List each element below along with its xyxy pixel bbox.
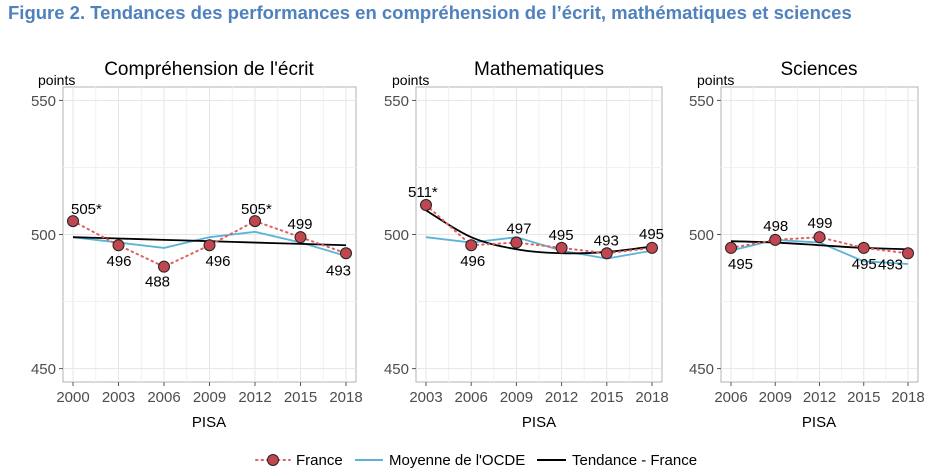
figure-title: Figure 2. Tendances des performances en … (8, 2, 852, 23)
legend: France Moyenne de l'OCDE Tendance - Fran… (255, 452, 697, 469)
x-tick-label: 2003 (409, 389, 442, 406)
x-tick-label: 2012 (238, 389, 271, 406)
x-axis-label: PISA (192, 414, 226, 431)
series-france-line (425, 204, 653, 255)
x-tick-label: 2009 (193, 389, 226, 406)
y-tick-label: 450 (689, 361, 714, 378)
x-tick-label: 2006 (147, 389, 180, 406)
y-tick-label: 550 (31, 93, 56, 110)
legend-item-trend: Tendance - France (537, 452, 697, 469)
france-point-2006 (158, 260, 170, 273)
series-oecd-line (425, 236, 653, 260)
france-point-2012 (813, 231, 826, 244)
y-tick-label: 450 (384, 361, 409, 378)
y-tick-label: 500 (31, 227, 56, 244)
france-data-label-2009: 498 (763, 218, 788, 235)
france-point-2006 (725, 241, 737, 254)
france-point-2015 (294, 231, 307, 244)
legend-trend-label: Tendance - France (572, 452, 697, 469)
france-data-label-2009: 496 (206, 253, 231, 270)
france-data-label-2015: 495 (852, 256, 877, 273)
france-point-2018 (340, 247, 352, 260)
legend-item-france: France (255, 452, 343, 469)
y-tick-label: 450 (31, 361, 56, 378)
france-point-2000 (67, 215, 79, 228)
x-tick-label: 2018 (329, 389, 362, 406)
x-tick-label: 2015 (847, 389, 880, 406)
chart-panel-1: 450 500 550 2000 2003 2006 2009 2012 2015 2018 Com… (31, 59, 363, 431)
france-data-label-2006: 496 (460, 253, 485, 270)
x-tick-label: 2018 (635, 389, 668, 406)
france-data-label-2012: 495 (549, 227, 574, 244)
france-point-2003 (420, 199, 432, 211)
france-point-2018 (646, 241, 658, 254)
france-point-2003 (112, 239, 125, 252)
france-data-label-2018: 493 (878, 256, 903, 273)
france-point-2009 (203, 239, 216, 252)
france-data-label-2015: 493 (594, 232, 619, 249)
france-data-label-2006: 488 (145, 274, 170, 291)
x-tick-label: 2009 (759, 389, 792, 406)
y-axis-label: points (392, 72, 429, 88)
legend-oecd-label: Moyenne de l'OCDE (389, 452, 525, 469)
y-axis-label: points (38, 72, 75, 88)
france-data-label-2018: 495 (639, 226, 664, 243)
france-point-2018 (902, 247, 914, 260)
france-point-2006 (465, 239, 478, 252)
france-point-2015 (857, 241, 870, 254)
france-point-2009 (769, 233, 782, 246)
y-tick-label: 500 (384, 227, 409, 244)
y-axis-label: points (697, 72, 734, 88)
x-tick-label: 2009 (500, 389, 533, 406)
series-trend-line (730, 240, 909, 251)
legend-france-marker (267, 454, 279, 466)
x-tick-label: 2006 (714, 389, 747, 406)
panel-title: Sciences (780, 59, 857, 80)
panel-title: Mathematiques (474, 59, 604, 80)
france-data-label-2015: 499 (288, 216, 313, 233)
france-data-label-2018: 493 (326, 262, 351, 279)
x-tick-label: 2015 (590, 389, 623, 406)
france-data-label-2000: 505* (71, 201, 102, 218)
chart-panel-3: 450 500 550 2006 2009 2012 2015 2018 Sciences poi… (689, 59, 925, 431)
legend-france-label: France (296, 452, 343, 469)
y-tick-label: 550 (384, 93, 409, 110)
x-tick-label: 2006 (455, 389, 488, 406)
y-tick-label: 500 (689, 227, 714, 244)
legend-item-oecd: Moyenne de l'OCDE (355, 452, 525, 469)
chart-panel-2: 450 500 550 2003 2006 2009 2012 2015 2018 Mathema… (384, 59, 669, 431)
france-point-2015 (600, 247, 613, 260)
grid (416, 87, 662, 382)
panel-title: Compréhension de l'écrit (104, 59, 314, 80)
france-point-2012 (555, 241, 568, 254)
x-tick-label: 2012 (545, 389, 578, 406)
x-tick-label: 2003 (102, 389, 135, 406)
france-point-2009 (510, 236, 523, 249)
x-tick-label: 2018 (891, 389, 924, 406)
y-tick-label: 550 (689, 93, 714, 110)
france-point-2012 (249, 215, 261, 228)
france-data-label-2006: 495 (728, 256, 753, 273)
x-axis-label: PISA (802, 414, 836, 431)
x-tick-label: 2000 (56, 389, 89, 406)
x-axis-label: PISA (522, 414, 556, 431)
france-data-label-2003: 511* (408, 184, 438, 201)
france-data-label-2012: 505* (241, 201, 272, 218)
x-tick-label: 2012 (803, 389, 836, 406)
france-data-label-2012: 499 (808, 215, 833, 232)
x-tick-label: 2015 (284, 389, 317, 406)
france-data-label-2003: 496 (107, 253, 132, 270)
france-data-label-2009: 497 (506, 221, 531, 238)
